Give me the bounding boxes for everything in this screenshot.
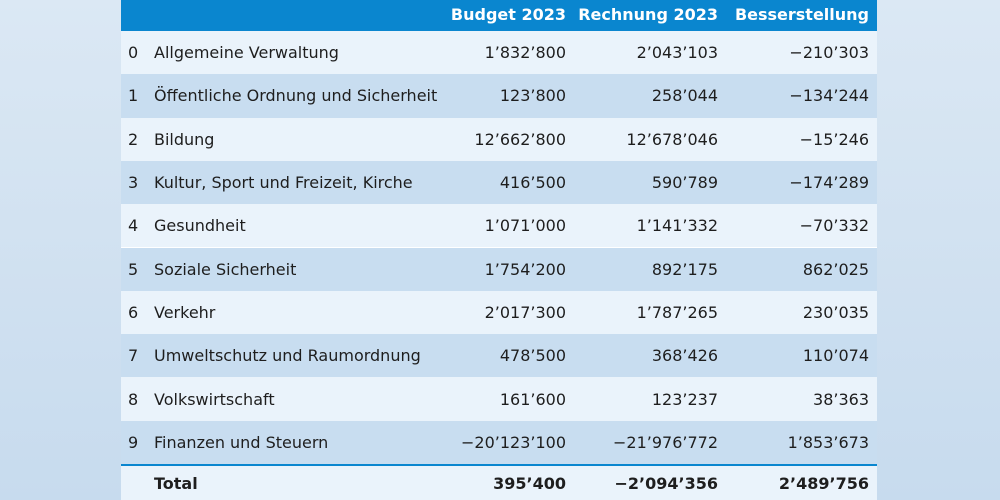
table-row: 3 Kultur, Sport und Freizeit, Kirche 416’5… xyxy=(121,160,877,205)
row-number: 7 xyxy=(128,346,139,366)
row-rechnung: −21’976’772 xyxy=(612,432,718,452)
row-rechnung: 2’043’103 xyxy=(636,43,718,63)
row-budget: 416’500 xyxy=(499,173,566,193)
table-row: 8 Volkswirtschaft 161’600 123’237 38’363 xyxy=(121,377,877,421)
row-besserstellung: 230’035 xyxy=(802,302,869,322)
table-row: 6 Verkehr 2’017’300 1’787’265 230’035 xyxy=(121,290,877,335)
header-rechnung: Rechnung 2023 xyxy=(578,5,718,24)
header-budget: Budget 2023 xyxy=(450,5,566,24)
row-number: 2 xyxy=(128,129,139,149)
total-row: Total 395’400 −2’094’356 2’489’756 xyxy=(121,466,877,500)
row-rechnung: 123’237 xyxy=(651,389,718,409)
row-name: Verkehr xyxy=(154,302,216,322)
row-number: 0 xyxy=(128,43,139,63)
row-name: Kultur, Sport und Freizeit, Kirche xyxy=(154,173,413,193)
row-number: 8 xyxy=(128,389,139,409)
row-number: 4 xyxy=(128,216,139,236)
row-name: Umweltschutz und Raumordnung xyxy=(154,346,421,366)
row-rechnung: 892’175 xyxy=(651,259,718,279)
table-row: 7 Umweltschutz und Raumordnung 478’500 368’… xyxy=(121,334,877,378)
table-row: 0 Allgemeine Verwaltung 1’832’800 2’043’103… xyxy=(121,31,877,75)
row-rechnung: 368’426 xyxy=(651,346,718,366)
row-besserstellung: 38’363 xyxy=(813,389,869,409)
header-besserstellung: Besserstellung xyxy=(734,5,869,24)
row-name: Soziale Sicherheit xyxy=(154,259,297,279)
row-budget: 1’754’200 xyxy=(484,259,566,279)
row-number: 3 xyxy=(128,173,139,193)
row-name: Öffentliche Ordnung und Sicherheit xyxy=(154,86,438,106)
table-row: 2 Bildung 12’662’800 12’678’046 −15’246 xyxy=(121,117,877,161)
table-row: 1 Öffentliche Ordnung und Sicherheit 123’8… xyxy=(121,74,877,118)
row-besserstellung: −174’289 xyxy=(789,173,869,193)
total-label: Total xyxy=(154,473,198,493)
row-besserstellung: 110’074 xyxy=(802,346,869,366)
row-budget: 478’500 xyxy=(499,346,566,366)
row-budget: 123’800 xyxy=(499,86,566,106)
row-budget: 161’600 xyxy=(499,389,566,409)
row-rechnung: 590’789 xyxy=(651,173,718,193)
row-budget: −20’123’100 xyxy=(460,432,566,452)
table-row: 4 Gesundheit 1’071’000 1’141’332 −70’332 xyxy=(121,204,877,248)
total-rechnung: −2’094’356 xyxy=(614,473,719,493)
row-name: Allgemeine Verwaltung xyxy=(154,43,339,63)
row-besserstellung: −70’332 xyxy=(799,216,869,236)
row-budget: 2’017’300 xyxy=(484,302,566,322)
row-name: Volkswirtschaft xyxy=(154,389,275,409)
table-row: 9 Finanzen und Steuern −20’123’100 −21’976’… xyxy=(121,420,877,464)
row-name: Gesundheit xyxy=(154,216,246,236)
total-besserstellung: 2’489’756 xyxy=(778,473,869,493)
row-name: Finanzen und Steuern xyxy=(154,432,329,452)
row-number: 1 xyxy=(128,86,139,106)
table-row: 5 Soziale Sicherheit 1’754’200 892’175 862’0… xyxy=(121,247,877,291)
row-rechnung: 258’044 xyxy=(651,86,718,106)
row-number: 6 xyxy=(128,302,139,322)
row-besserstellung: −210’303 xyxy=(789,43,869,63)
row-besserstellung: −15’246 xyxy=(799,129,869,149)
row-budget: 1’832’800 xyxy=(484,43,566,63)
row-besserstellung: 1’853’673 xyxy=(787,432,869,452)
row-budget: 12’662’800 xyxy=(474,129,566,149)
row-rechnung: 12’678’046 xyxy=(626,129,718,149)
row-besserstellung: −134’244 xyxy=(789,86,869,106)
row-besserstellung: 862’025 xyxy=(802,259,869,279)
table-header: Budget 2023 Rechnung 2023 Besserstellung xyxy=(121,0,877,31)
budget-table: Budget 2023 Rechnung 2023 Besserstellung… xyxy=(121,0,877,500)
row-rechnung: 1’787’265 xyxy=(636,302,718,322)
total-divider xyxy=(121,464,877,466)
row-rechnung: 1’141’332 xyxy=(636,216,718,236)
row-budget: 1’071’000 xyxy=(484,216,566,236)
row-number: 9 xyxy=(128,432,139,452)
row-name: Bildung xyxy=(154,129,215,149)
total-budget: 395’400 xyxy=(493,473,566,493)
row-number: 5 xyxy=(128,259,139,279)
